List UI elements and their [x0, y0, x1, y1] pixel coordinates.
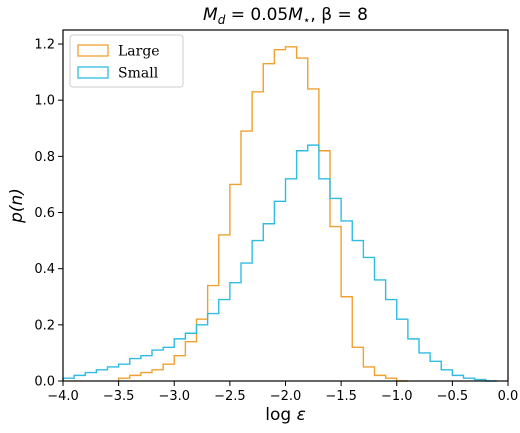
y-axis-label: p(n): [7, 188, 27, 224]
legend-swatch-large: [77, 44, 109, 57]
x-tick-label: −3.5: [103, 389, 135, 404]
legend-swatch-small: [77, 66, 109, 79]
x-tick-label: −1.5: [325, 389, 357, 404]
y-tick-label: 0.6: [34, 206, 55, 221]
x-axis-label: log ε: [265, 405, 306, 425]
legend: Large Small: [69, 34, 184, 88]
x-tick-label: −2.5: [214, 389, 246, 404]
chart-title: Md = 0.05M⋆, β = 8: [203, 5, 368, 27]
x-tick-label: −4.0: [47, 389, 79, 404]
x-tick-label: −2.0: [270, 389, 302, 404]
legend-label-large: Large: [118, 44, 160, 60]
series-large-line: [117, 46, 408, 382]
x-tick-label: −3.0: [158, 389, 190, 404]
series-layer: [62, 46, 497, 382]
series-small-line: [62, 144, 497, 382]
x-tick-label: 0.0: [498, 389, 519, 404]
y-axis: 0.0 0.2 0.4 0.6 0.8 1.0 1.2: [34, 38, 63, 390]
legend-label-small: Small: [118, 66, 159, 82]
y-tick-label: 0.0: [34, 375, 55, 390]
legend-box: [69, 34, 184, 88]
x-axis: −4.0 −3.5 −3.0 −2.5 −2.0 −1.5 −1.0 −0.5 0.0: [47, 381, 518, 404]
y-tick-label: 0.8: [34, 150, 55, 165]
chart-title-text: Md = 0.05M⋆, β = 8: [203, 5, 368, 27]
y-tick-label: 0.4: [34, 262, 55, 277]
y-tick-label: 1.0: [34, 94, 55, 109]
y-tick-label: 0.2: [34, 318, 55, 333]
x-tick-label: −0.5: [437, 389, 469, 404]
y-tick-label: 1.2: [34, 38, 55, 53]
x-tick-label: −1.0: [381, 389, 413, 404]
